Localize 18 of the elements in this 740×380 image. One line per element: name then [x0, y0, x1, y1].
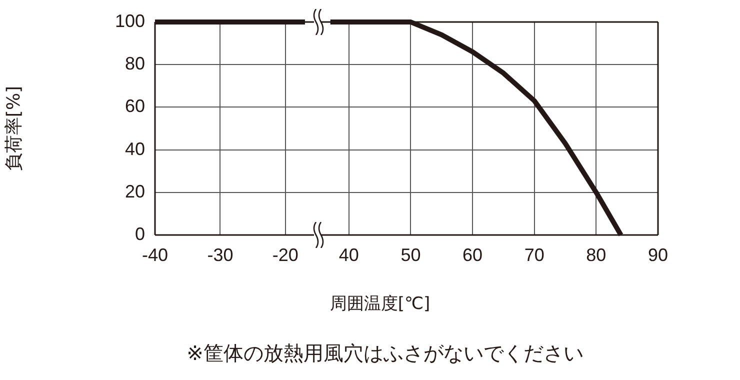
x-tick-label: -30 [207, 244, 234, 265]
x-tick-label: 80 [586, 244, 606, 265]
y-axis-title: 負荷率[%] [3, 86, 24, 172]
y-tick-label: 40 [124, 138, 145, 159]
y-tick-label: 20 [124, 181, 145, 202]
text: ※筐体の放熱用風穴はふさがないでください [186, 340, 584, 367]
y-tick-label: 100 [114, 10, 145, 31]
x-tick-label: 70 [524, 244, 544, 265]
x-axis-title: 周囲温度[℃] [330, 293, 430, 315]
x-tick-label: 40 [338, 244, 359, 265]
y-tick-label: 0 [134, 224, 145, 244]
x-tick-label: -40 [142, 244, 168, 265]
y-tick-label: 80 [124, 54, 145, 74]
y-tick-label: 60 [124, 96, 145, 116]
x-tick-label: 50 [400, 244, 421, 265]
x-tick-label: 90 [648, 244, 668, 265]
x-tick-label: 60 [462, 244, 483, 265]
x-tick-label: -20 [272, 244, 298, 265]
